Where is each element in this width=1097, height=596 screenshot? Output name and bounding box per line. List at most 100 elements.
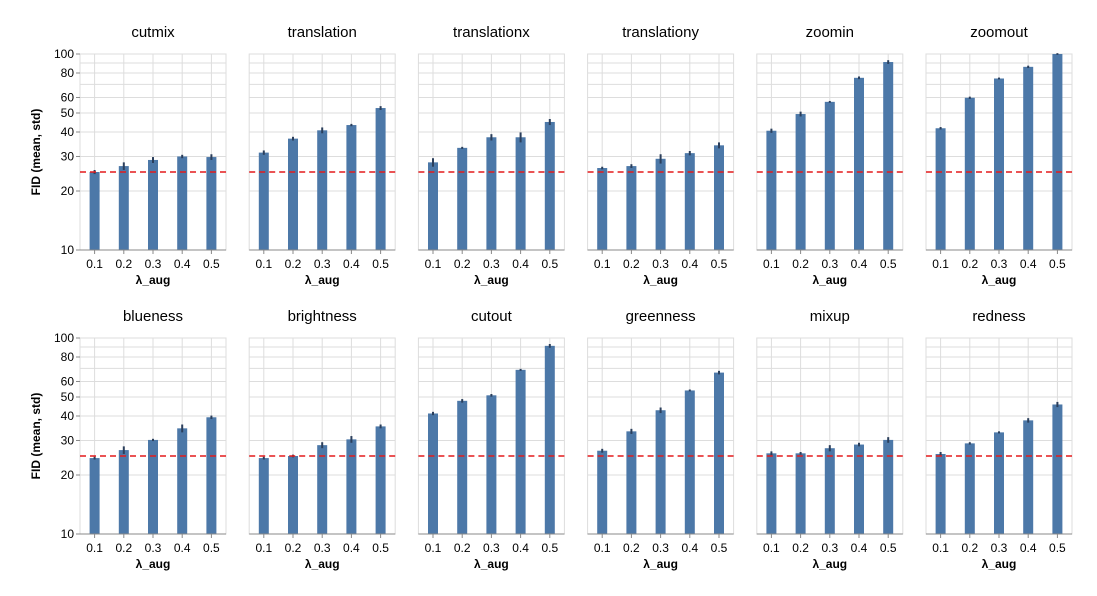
bar [655, 158, 666, 250]
bar [486, 137, 497, 250]
chart-panel-greenness: greenness 0.1 0.2 0.3 0.4 0.5 λ_aug [587, 308, 735, 571]
x-tick-label: 0.4 [343, 257, 360, 271]
bar [766, 453, 777, 534]
panel-title: zoomout [970, 24, 1028, 41]
panel-title: redness [972, 308, 1025, 325]
bar [486, 395, 497, 534]
bar [597, 450, 608, 534]
x-tick-label: 0.5 [711, 541, 728, 555]
panel-title: translation [288, 24, 357, 41]
bar [375, 426, 386, 534]
x-tick-label: 0.3 [314, 257, 331, 271]
bar [544, 121, 555, 251]
y-tick-label: 20 [61, 184, 75, 198]
x-tick-label: 0.1 [932, 257, 949, 271]
y-tick-label: 50 [61, 390, 75, 404]
x-tick-label: 0.1 [425, 257, 442, 271]
x-tick-label: 0.5 [880, 257, 897, 271]
x-axis-label: λ_aug [474, 557, 509, 571]
bar [883, 62, 894, 250]
x-tick-label: 0.3 [652, 257, 669, 271]
chart-panel-cutout: cutout 0.1 0.2 0.3 0.4 0.5 λ_aug [417, 308, 565, 571]
x-tick-label: 0.2 [115, 541, 132, 555]
panel-title: cutmix [131, 24, 175, 41]
bar [626, 431, 637, 534]
chart-panel-redness: redness 0.1 0.2 0.3 0.4 0.5 λ_aug [925, 308, 1073, 571]
x-tick-label: 0.4 [681, 257, 698, 271]
y-tick-label: 10 [61, 527, 75, 541]
x-axis-label: λ_aug [136, 273, 171, 287]
y-axis-label: FID (mean, std) [29, 393, 43, 480]
y-tick-label: 30 [61, 433, 75, 447]
panel-title: zoomin [806, 24, 854, 41]
bar [258, 152, 269, 250]
y-axis-label: FID (mean, std) [29, 109, 43, 196]
bar [1023, 420, 1034, 534]
x-tick-label: 0.3 [314, 541, 331, 555]
bar [795, 114, 806, 251]
panel-title: translationx [453, 24, 530, 41]
bar [714, 372, 724, 534]
bar [1052, 404, 1063, 534]
y-tick-label: 20 [61, 468, 75, 482]
y-tick-label: 10 [61, 243, 75, 257]
x-tick-label: 0.5 [711, 257, 728, 271]
x-tick-label: 0.5 [541, 541, 558, 555]
x-axis-label: λ_aug [643, 557, 678, 571]
bar [994, 78, 1004, 250]
bar [317, 130, 328, 250]
bar [714, 145, 724, 250]
bar [824, 101, 835, 250]
x-tick-label: 0.1 [255, 257, 272, 271]
bar [457, 147, 468, 250]
x-tick-label: 0.4 [851, 541, 868, 555]
x-tick-label: 0.1 [594, 257, 611, 271]
x-tick-label: 0.4 [681, 541, 698, 555]
x-tick-label: 0.2 [115, 257, 132, 271]
bar [177, 428, 188, 534]
chart-panel-translation: translation 0.1 0.2 0.3 0.4 0.5 λ_aug [248, 24, 396, 287]
x-tick-label: 0.4 [1020, 257, 1037, 271]
x-tick-label: 0.1 [255, 541, 272, 555]
x-tick-label: 0.1 [932, 541, 949, 555]
y-tick-label: 30 [61, 149, 75, 163]
chart-panel-zoomin: zoomin 0.1 0.2 0.3 0.4 0.5 λ_aug [756, 24, 904, 287]
x-tick-label: 0.3 [652, 541, 669, 555]
x-tick-label: 0.1 [86, 541, 103, 555]
bar [206, 157, 217, 250]
panel-title: translationy [622, 24, 699, 41]
bar [118, 450, 129, 534]
bar [346, 125, 357, 250]
x-tick-label: 0.1 [425, 541, 442, 555]
chart-panel-translationx: translationx 0.1 0.2 0.3 0.4 0.5 λ_aug [417, 24, 565, 287]
bar [795, 453, 806, 534]
x-tick-label: 0.2 [792, 257, 809, 271]
bar [1052, 54, 1063, 250]
x-tick-label: 0.4 [851, 257, 868, 271]
bar [118, 166, 129, 250]
x-tick-label: 0.2 [623, 257, 640, 271]
chart-panel-cutmix: cutmix 10 20 30 40 50 60 80 100 FID (mean, std) 0.… [29, 24, 227, 287]
bar [994, 432, 1004, 534]
x-tick-label: 0.2 [623, 541, 640, 555]
y-tick-label: 40 [61, 409, 75, 423]
x-tick-label: 0.3 [483, 257, 500, 271]
bar [515, 369, 526, 534]
x-tick-label: 0.5 [541, 257, 558, 271]
x-axis-label: λ_aug [643, 273, 678, 287]
x-tick-label: 0.3 [145, 541, 162, 555]
bar [854, 444, 864, 534]
panel-title: mixup [810, 308, 850, 325]
chart-panel-brightness: brightness 0.1 0.2 0.3 0.4 0.5 λ_aug [248, 308, 396, 571]
x-tick-label: 0.3 [991, 257, 1008, 271]
bar [824, 448, 835, 534]
x-tick-label: 0.5 [1049, 541, 1066, 555]
bar [655, 410, 666, 534]
bar [684, 390, 695, 534]
chart-panel-blueness: blueness 10 20 30 40 50 60 80 100 FID (mean, std)… [29, 308, 227, 571]
x-tick-label: 0.2 [285, 541, 302, 555]
bar [1023, 66, 1034, 250]
x-tick-label: 0.1 [86, 257, 103, 271]
bar [317, 445, 328, 534]
